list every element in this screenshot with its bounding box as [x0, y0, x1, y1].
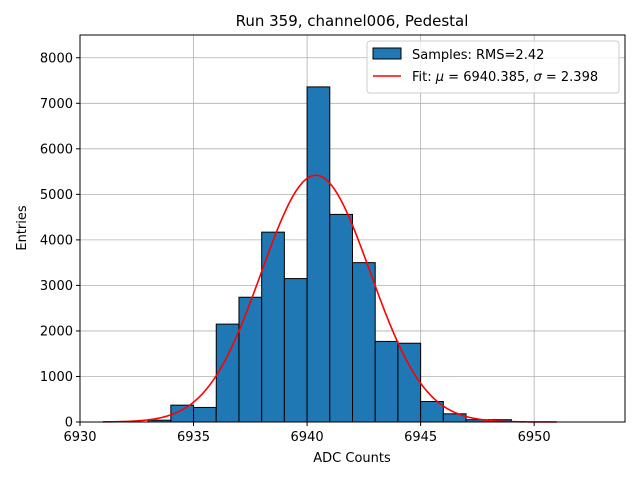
- chart-title: Run 359, channel006, Pedestal: [236, 12, 469, 30]
- y-tick-label: 8000: [40, 51, 73, 66]
- histogram-bar: [397, 342, 422, 423]
- legend-label-samples: Samples: RMS=2.42: [412, 48, 544, 63]
- y-tick-label: 1000: [40, 370, 73, 385]
- y-tick-label: 5000: [40, 188, 73, 203]
- legend-label-fit: Fit: μ = 6940.385, σ = 2.398: [412, 70, 598, 85]
- y-tick-label: 0: [65, 416, 73, 431]
- legend-fit-mu-value: = 6940.385,: [444, 70, 533, 85]
- y-axis-label: Entries: [15, 205, 30, 251]
- y-tick-label: 3000: [40, 279, 73, 294]
- x-axis-label: ADC Counts: [313, 451, 391, 466]
- histogram-bar: [306, 86, 331, 423]
- legend-fit-prefix: Fit:: [412, 70, 436, 85]
- y-tick-label: 7000: [40, 97, 73, 112]
- legend: Samples: RMS=2.42 Fit: μ = 6940.385, σ =…: [366, 40, 620, 94]
- x-tick-label: 6945: [404, 430, 437, 445]
- y-axis-ticks: 0 1000 2000 3000 4000 5000 6000 7000 8000: [40, 51, 80, 431]
- histogram-bar: [193, 406, 217, 423]
- fit-curve: [102, 174, 557, 423]
- y-tick-label: 2000: [40, 324, 73, 339]
- y-tick-label: 4000: [40, 233, 73, 248]
- histogram-bar: [238, 296, 263, 423]
- histogram-bars: [147, 86, 512, 423]
- legend-fit-mu-symbol: μ: [435, 70, 444, 85]
- x-tick-label: 6935: [177, 430, 210, 445]
- histogram-bar: [283, 278, 308, 423]
- legend-box: [366, 40, 620, 94]
- y-tick-label: 6000: [40, 142, 73, 157]
- plot-frame: [79, 34, 626, 423]
- histogram-bar: [329, 213, 353, 423]
- x-axis-ticks: 6930 6935 6940 6945 6950: [63, 422, 551, 445]
- x-tick-label: 6940: [291, 430, 324, 445]
- fit-curve-group: [102, 174, 557, 423]
- x-tick-label: 6950: [518, 430, 551, 445]
- histogram-bar: [374, 340, 399, 423]
- legend-fit-sigma-value: = 2.398: [542, 70, 598, 85]
- legend-patch-samples: [372, 47, 402, 60]
- x-tick-label: 6930: [63, 430, 96, 445]
- histogram-bar: [352, 262, 376, 423]
- legend-fit-sigma-symbol: σ: [534, 70, 543, 85]
